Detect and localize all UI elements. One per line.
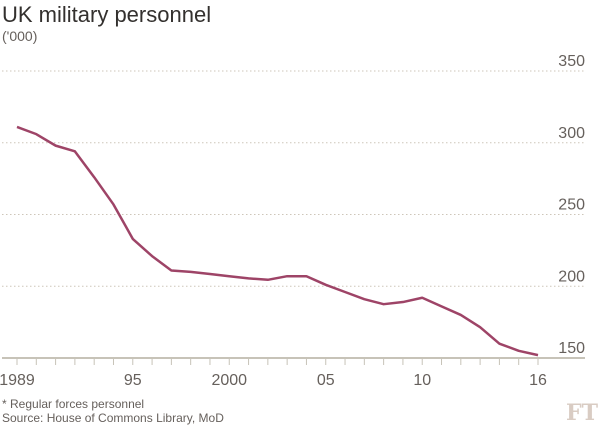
y-tick-label: 350 — [558, 53, 585, 70]
x-tick-label: 05 — [317, 372, 335, 389]
y-tick-label: 150 — [558, 340, 585, 357]
y-tick-label: 250 — [558, 197, 585, 214]
footnote: * Regular forces personnel — [2, 397, 145, 411]
source-note: Source: House of Commons Library, MoD — [2, 411, 224, 425]
ft-logo: FT — [566, 400, 598, 426]
x-tick-label: 2000 — [211, 372, 247, 389]
x-tick-label: 1989 — [0, 372, 35, 389]
x-tick-label: 16 — [529, 372, 547, 389]
x-tick-label: 95 — [124, 372, 142, 389]
y-tick-label: 200 — [558, 268, 585, 285]
chart-title: UK military personnel — [2, 2, 212, 27]
y-tick-label: 300 — [558, 125, 585, 142]
series-line — [16, 125, 539, 357]
chart-subtitle: ('000) — [2, 28, 38, 44]
x-tick-label: 10 — [413, 372, 431, 389]
